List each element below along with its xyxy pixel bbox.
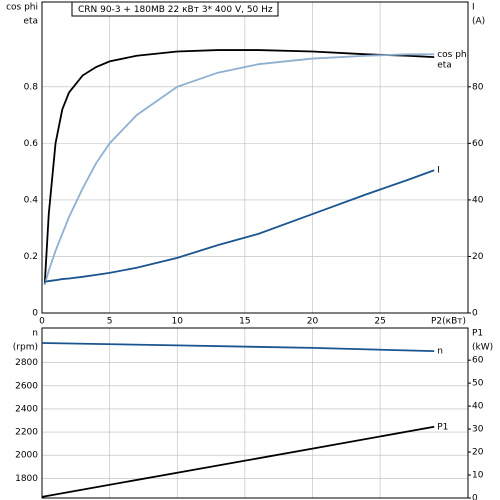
y-axis-label: eta	[23, 17, 38, 27]
series-line	[43, 53, 435, 285]
x-tick-label: 20	[307, 317, 319, 327]
series-line	[44, 169, 435, 283]
series-line	[43, 49, 435, 285]
series-line	[41, 342, 435, 353]
y2-tick-label: 60	[472, 356, 484, 366]
y2-axis-label: I	[472, 3, 475, 13]
y-tick-label: 2800	[15, 358, 38, 368]
series-line	[41, 425, 435, 498]
x-axis-label: P2(кВт)	[431, 317, 466, 327]
y2-axis-label: (A)	[472, 17, 485, 27]
y-axis-label: cos phi	[6, 3, 38, 13]
series-label: I	[437, 166, 440, 176]
y2-tick-label: 40	[472, 195, 484, 205]
y-tick-label: 0.4	[24, 195, 39, 205]
y2-tick-label: 0	[472, 309, 478, 319]
y-tick-label: 2000	[15, 451, 38, 461]
y-tick-label: 2600	[15, 381, 38, 391]
y2-tick-label: 10	[472, 471, 484, 481]
y-tick-label: 0	[32, 309, 38, 319]
y-tick-label: 0.2	[24, 252, 38, 262]
y2-tick-label: 80	[472, 82, 484, 92]
y2-tick-label: 40	[472, 402, 484, 412]
y-tick-label: 2400	[15, 404, 38, 414]
y-axis-label: (rpm)	[13, 343, 38, 353]
y-axis-label: n	[32, 329, 38, 339]
y2-tick-label: 50	[472, 379, 484, 389]
x-tick-label: 25	[374, 317, 385, 327]
series-label: n	[437, 347, 443, 357]
y2-tick-label: 0	[472, 494, 478, 500]
y-tick-label: 2200	[15, 428, 38, 438]
y-tick-label: 0.8	[24, 82, 39, 92]
x-tick-label: 15	[239, 317, 250, 327]
y-tick-label: 1800	[15, 474, 38, 484]
y2-axis-label: (kW)	[472, 343, 493, 353]
y-tick-label: 0.6	[24, 139, 39, 149]
x-tick-label: 10	[172, 317, 184, 327]
y2-axis-label: P1	[472, 329, 483, 339]
x-tick-label: 5	[107, 317, 113, 327]
y2-tick-label: 20	[472, 448, 484, 458]
y2-tick-label: 60	[472, 139, 484, 149]
x-tick-label: 0	[39, 317, 45, 327]
series-label: eta	[437, 61, 452, 71]
series-label: P1	[437, 422, 448, 432]
title-box	[71, 1, 279, 17]
plot-frame	[41, 1, 469, 314]
y2-tick-label: 30	[472, 425, 484, 435]
plot-frame	[41, 327, 469, 499]
series-label: cos phi	[437, 50, 469, 60]
chart-title: CRN 90-3 + 180MB 22 кВт 3* 400 V, 50 Hz	[78, 5, 273, 15]
y2-tick-label: 20	[472, 252, 484, 262]
